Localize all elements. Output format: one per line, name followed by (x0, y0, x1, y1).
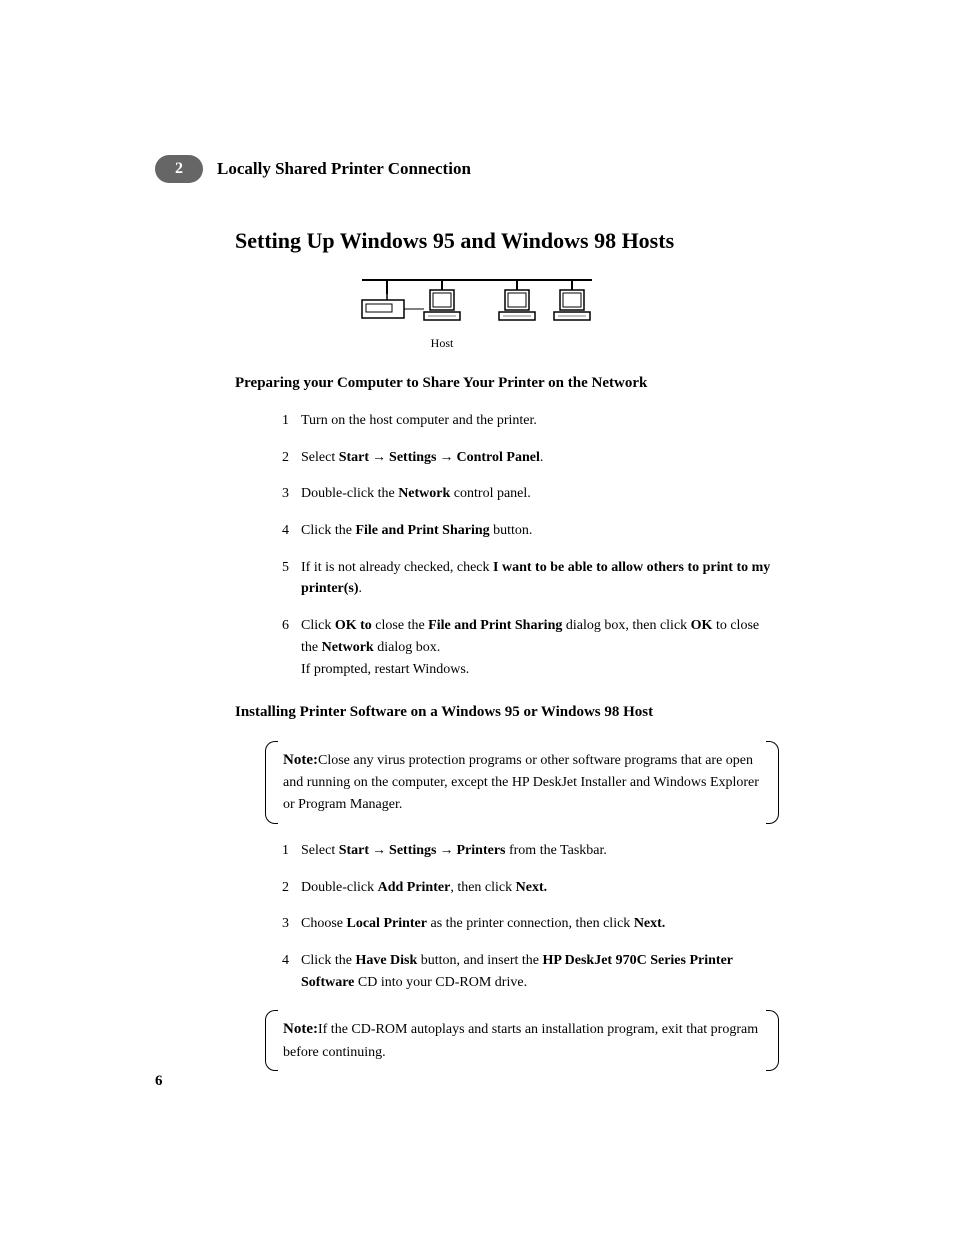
step-item: 2 Select Start → Settings → Control Panel… (265, 447, 779, 469)
bold-text: OK to (335, 618, 372, 633)
bold-text: Control Panel (457, 450, 540, 465)
text: Click the (301, 953, 355, 968)
step-number: 4 (265, 520, 289, 542)
chapter-header: 2 Locally Shared Printer Connection (155, 155, 789, 183)
text: . (359, 581, 363, 596)
step-item: 6Click OK to close the File and Print Sh… (265, 615, 779, 680)
step-number: 3 (265, 483, 289, 505)
step-body: Turn on the host computer and the printe… (301, 410, 779, 432)
bold-text: Settings (389, 843, 436, 858)
section-title: Setting Up Windows 95 and Windows 98 Hos… (235, 228, 789, 254)
install-steps-list: 1 Select Start → Settings → Printers from… (265, 840, 779, 993)
text: , then click (450, 880, 515, 895)
step-item: 5 If it is not already checked, check I w… (265, 557, 779, 600)
step-body: Select Start → Settings → Control Panel. (301, 447, 779, 469)
bold-text: Have Disk (355, 953, 417, 968)
text: button. (490, 523, 533, 538)
page-number: 6 (155, 1073, 163, 1090)
arrow-icon: → (372, 840, 386, 862)
bold-text: Start (339, 843, 369, 858)
text: dialog box, then click (562, 618, 690, 633)
step-item: 1 Turn on the host computer and the print… (265, 410, 779, 432)
text: If it is not already checked, check (301, 560, 493, 575)
text: dialog box. (374, 640, 441, 655)
text: Double-click (301, 880, 378, 895)
step-item: 4 Click the File and Print Sharing button… (265, 520, 779, 542)
text: Select (301, 450, 339, 465)
bold-text: Add Printer (378, 880, 451, 895)
step-number: 6 (265, 615, 289, 680)
chapter-title: Locally Shared Printer Connection (217, 159, 471, 179)
bold-text: Settings (389, 450, 436, 465)
step-number: 2 (265, 877, 289, 899)
text: If prompted, restart Windows. (301, 662, 469, 677)
step-number: 1 (265, 840, 289, 862)
diagram-host-label: Host (282, 336, 602, 351)
text: Double-click the (301, 486, 398, 501)
text: Click (301, 618, 335, 633)
text: Choose (301, 916, 347, 931)
bold-text: OK (691, 618, 713, 633)
step-number: 1 (265, 410, 289, 432)
bold-text: File and Print Sharing (355, 523, 489, 538)
text: close the (372, 618, 428, 633)
bold-text: File and Print Sharing (428, 618, 562, 633)
bold-text: Network (322, 640, 374, 655)
step-number: 4 (265, 950, 289, 993)
network-diagram-svg (342, 272, 602, 332)
step-item: 1 Select Start → Settings → Printers from… (265, 840, 779, 862)
text: control panel. (450, 486, 530, 501)
step-body: If it is not already checked, check I wa… (301, 557, 779, 600)
step-body: Select Start → Settings → Printers from … (301, 840, 779, 862)
bold-text: Local Printer (347, 916, 427, 931)
step-item: 2 Double-click Add Printer, then click Ne… (265, 877, 779, 899)
network-diagram: Host (155, 272, 789, 351)
text: from the Taskbar. (505, 843, 606, 858)
arrow-icon: → (440, 447, 454, 469)
step-number: 3 (265, 913, 289, 935)
bold-text: Network (398, 486, 450, 501)
step-body: Click OK to close the File and Print Sha… (301, 615, 779, 680)
subheading-prepare: Preparing your Computer to Share Your Pr… (235, 375, 789, 392)
subheading-install: Installing Printer Software on a Windows… (235, 704, 789, 721)
text: Select (301, 843, 339, 858)
prepare-steps-list: 1 Turn on the host computer and the print… (265, 410, 779, 680)
note-box-1: Note:Close any virus protection programs… (265, 739, 779, 826)
step-body: Choose Local Printer as the printer conn… (301, 913, 779, 935)
note-text: If the CD-ROM autoplays and starts an in… (283, 1022, 758, 1059)
step-number: 2 (265, 447, 289, 469)
step-number: 5 (265, 557, 289, 600)
text: . (540, 450, 544, 465)
step-item: 3 Double-click the Network control panel. (265, 483, 779, 505)
note-text: Close any virus protection programs or o… (283, 753, 759, 812)
bold-text: Start (339, 450, 369, 465)
text: Turn on the host computer and the printe… (301, 413, 537, 428)
step-item: 4 Click the Have Disk button, and insert … (265, 950, 779, 993)
text: as the printer connection, then click (427, 916, 634, 931)
text: button, and insert the (417, 953, 542, 968)
step-body: Click the Have Disk button, and insert t… (301, 950, 779, 993)
note-label: Note: (283, 1021, 318, 1037)
step-body: Double-click Add Printer, then click Nex… (301, 877, 779, 899)
step-body: Click the File and Print Sharing button. (301, 520, 779, 542)
bold-text: Next. (516, 880, 548, 895)
chapter-number-badge: 2 (155, 155, 203, 183)
arrow-icon: → (440, 840, 454, 862)
text: Click the (301, 523, 355, 538)
note-box-2: Note:If the CD-ROM autoplays and starts … (265, 1008, 779, 1073)
note-label: Note: (283, 752, 318, 768)
bold-text: Printers (457, 843, 506, 858)
bold-text: Next. (634, 916, 666, 931)
text: CD into your CD-ROM drive. (354, 975, 527, 990)
arrow-icon: → (372, 447, 386, 469)
page-content: 2 Locally Shared Printer Connection Sett… (0, 0, 954, 1073)
step-body: Double-click the Network control panel. (301, 483, 779, 505)
step-item: 3 Choose Local Printer as the printer con… (265, 913, 779, 935)
